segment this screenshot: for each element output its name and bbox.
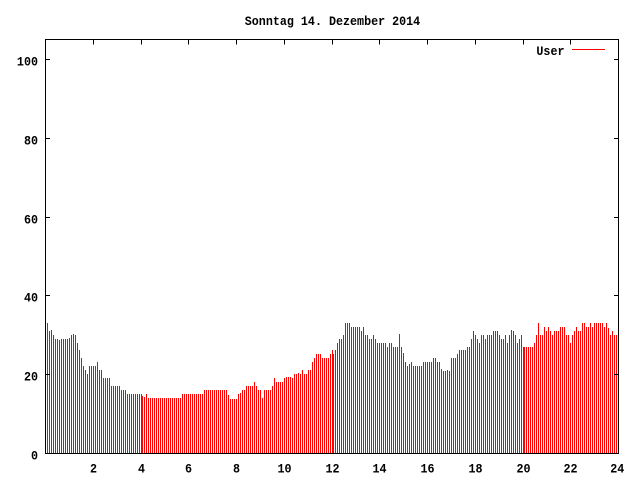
svg-text:4: 4 [138, 462, 146, 477]
svg-text:User: User [536, 44, 564, 59]
svg-text:22: 22 [563, 462, 577, 477]
svg-text:0: 0 [31, 449, 38, 464]
svg-text:8: 8 [233, 462, 240, 477]
svg-text:2: 2 [90, 462, 97, 477]
svg-text:16: 16 [420, 462, 434, 477]
svg-text:24: 24 [610, 462, 625, 477]
svg-text:100: 100 [17, 55, 38, 70]
svg-text:18: 18 [468, 462, 482, 477]
svg-text:12: 12 [325, 462, 339, 477]
svg-text:80: 80 [24, 134, 38, 149]
svg-text:Sonntag 14. Dezember 2014: Sonntag 14. Dezember 2014 [245, 14, 421, 29]
svg-text:20: 20 [24, 370, 38, 385]
svg-text:60: 60 [24, 213, 38, 228]
svg-text:40: 40 [24, 291, 38, 306]
svg-text:10: 10 [277, 462, 291, 477]
svg-text:14: 14 [372, 462, 387, 477]
svg-text:20: 20 [516, 462, 530, 477]
svg-text:6: 6 [185, 462, 192, 477]
